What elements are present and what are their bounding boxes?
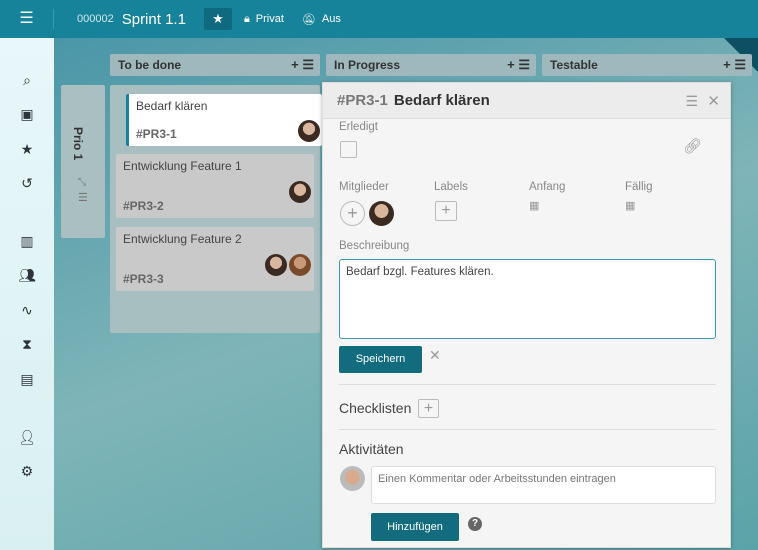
activities-heading: Aktivitäten xyxy=(339,441,404,457)
calendar-icon[interactable]: ▦ xyxy=(529,200,540,212)
notifications-button[interactable]: 🔕︎ Aus xyxy=(302,13,341,26)
comment-input[interactable]: Einen Kommentar oder Arbeitsstunden eint… xyxy=(371,466,716,504)
dialog-header: #PR3-1 Bedarf klären ☰ ✕ xyxy=(323,83,730,119)
close-icon[interactable]: ✕ xyxy=(707,93,720,110)
lane-title: Testable xyxy=(550,58,598,72)
members-label: Mitglieder xyxy=(339,181,389,193)
add-document-icon[interactable]: ▣ xyxy=(20,106,34,122)
avatar xyxy=(340,466,365,491)
top-bar: ☰ 000002 Sprint 1.1 ★ 🔒︎ Privat 🔕︎ Aus xyxy=(0,0,758,38)
add-checklist-icon[interactable]: + xyxy=(418,399,439,418)
add-comment-button[interactable]: Hinzufügen xyxy=(371,513,459,541)
description-label: Beschreibung xyxy=(339,240,410,252)
done-label: Erledigt xyxy=(339,121,378,133)
board-number: 000002 xyxy=(77,13,114,25)
lane-title: To be done xyxy=(118,58,182,72)
checklists-heading: Checklisten xyxy=(339,400,412,416)
description-input[interactable]: Bedarf bzgl. Features klären. xyxy=(339,259,716,339)
lane-to-be-done: To be done + ☰ xyxy=(110,54,320,76)
card[interactable]: Entwicklung Feature 2 #PR3-3 xyxy=(116,227,314,291)
help-icon[interactable]: ? xyxy=(468,517,482,531)
card-title: Entwicklung Feature 1 xyxy=(123,159,242,173)
cancel-icon[interactable]: ✕ xyxy=(429,347,441,363)
swimlane-prio-1: Prio 1 ⤡ ☰ xyxy=(61,85,105,238)
hourglass-icon[interactable]: ⧗ xyxy=(22,336,32,352)
avatar xyxy=(265,254,287,276)
visibility-label: Privat xyxy=(255,13,284,25)
add-label-icon[interactable]: + xyxy=(435,201,457,221)
card[interactable]: Entwicklung Feature 1 #PR3-2 xyxy=(116,154,314,218)
lock-icon: 🔒︎ xyxy=(243,12,250,25)
history-icon[interactable]: ↺ xyxy=(21,175,33,191)
card-title[interactable]: Bedarf klären xyxy=(393,92,490,109)
lane-testable: Testable + ☰ xyxy=(542,54,752,76)
board-icon[interactable]: ▥ xyxy=(20,233,34,249)
divider xyxy=(339,384,716,385)
settings-icon[interactable]: ⚙ xyxy=(20,463,34,479)
card-id: #PR3-2 xyxy=(123,199,164,213)
card-title: Entwicklung Feature 2 xyxy=(123,232,242,246)
due-label: Fällig xyxy=(625,181,653,193)
search-icon[interactable]: ⌕ xyxy=(23,72,31,88)
notifications-label: Aus xyxy=(321,13,341,25)
card-id: #PR3-3 xyxy=(123,272,164,286)
star-icon[interactable]: ★ xyxy=(20,141,34,157)
team-icon[interactable]: 👥︎ xyxy=(18,267,36,283)
lane-in-progress: In Progress + ☰ xyxy=(326,54,536,76)
save-button[interactable]: Speichern xyxy=(339,346,422,373)
archive-icon[interactable]: ▤ xyxy=(20,371,34,387)
hamburger-icon[interactable]: ☰ xyxy=(0,9,54,29)
lane-actions[interactable]: + ☰ xyxy=(291,57,314,72)
lane-actions[interactable]: + ☰ xyxy=(723,57,746,72)
divider xyxy=(339,429,716,430)
bell-off-icon: 🔕︎ xyxy=(301,13,316,26)
card[interactable]: Bedarf klären #PR3-1 xyxy=(126,94,322,146)
swimlane-title: Prio 1 xyxy=(71,127,85,161)
link-icon[interactable]: 🔗︎ xyxy=(683,138,703,155)
avatar xyxy=(289,254,311,276)
star-icon[interactable]: ★ xyxy=(203,8,232,30)
lane-actions[interactable]: + ☰ xyxy=(507,57,530,72)
card-title: Bedarf klären xyxy=(136,99,208,113)
card-detail-dialog: #PR3-1 Bedarf klären ☰ ✕ Erledigt 🔗︎ Mit… xyxy=(322,82,731,548)
card-id: #PR3-1 xyxy=(337,92,388,109)
labels-label: Labels xyxy=(434,181,468,193)
add-member-icon[interactable]: + xyxy=(340,201,365,226)
calendar-icon[interactable]: ▦ xyxy=(625,200,636,212)
avatar xyxy=(289,181,311,203)
avatar xyxy=(369,201,394,226)
done-checkbox[interactable] xyxy=(340,141,357,158)
start-label: Anfang xyxy=(529,181,566,193)
activity-icon[interactable]: ∿ xyxy=(21,302,33,318)
visibility-button[interactable]: 🔒︎ Privat xyxy=(244,13,284,26)
board-title[interactable]: Sprint 1.1 xyxy=(121,10,186,28)
sidebar: ⌕ ▣ ★ ↺ ▥ 👥︎ ∿ ⧗ ▤ 👤︎ ⚙ xyxy=(0,38,54,550)
user-icon[interactable]: 👤︎ xyxy=(18,429,36,445)
swimlane-menu-icon[interactable]: ☰ xyxy=(78,192,88,204)
menu-icon[interactable]: ☰ xyxy=(685,93,698,109)
lane-title: In Progress xyxy=(334,58,401,72)
card-id: #PR3-1 xyxy=(136,127,177,141)
collapse-icon[interactable]: ⤡ xyxy=(78,177,86,188)
avatar xyxy=(298,120,320,142)
